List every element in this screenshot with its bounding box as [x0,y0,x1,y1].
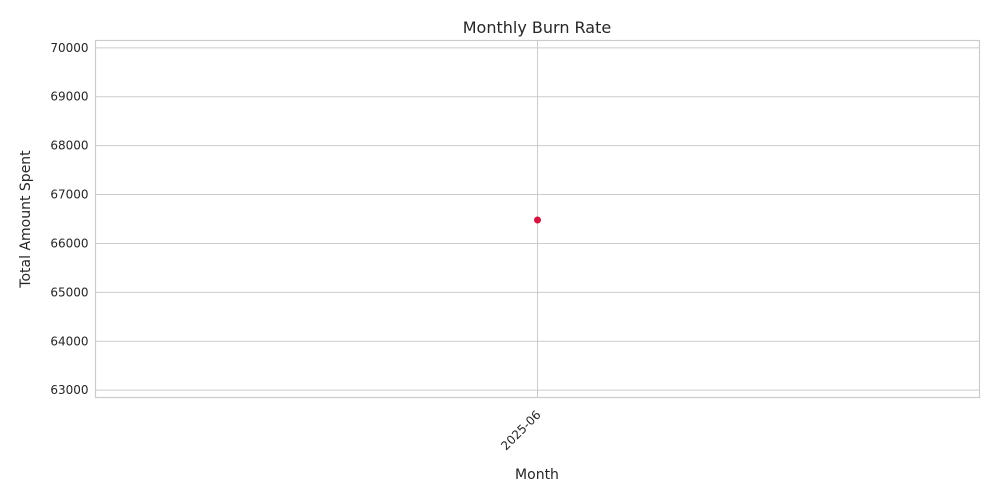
y-tick-label: 69000 [50,90,88,104]
chart-title: Monthly Burn Rate [463,18,611,37]
data-point [534,216,541,224]
data-marks [534,216,541,224]
y-tick-label: 64000 [50,334,88,348]
grid-lines [95,40,980,398]
y-tick-label: 66000 [50,236,88,250]
y-tick-label: 67000 [50,188,88,202]
y-tick-label: 63000 [50,383,88,397]
y-tick-label: 70000 [50,41,88,55]
plot-area [94,39,981,399]
y-tick-label: 68000 [50,139,88,153]
y-tick-label: 65000 [50,285,88,299]
y-axis-label: Total Amount Spent [18,150,34,289]
x-axis-label: Month [515,467,559,483]
